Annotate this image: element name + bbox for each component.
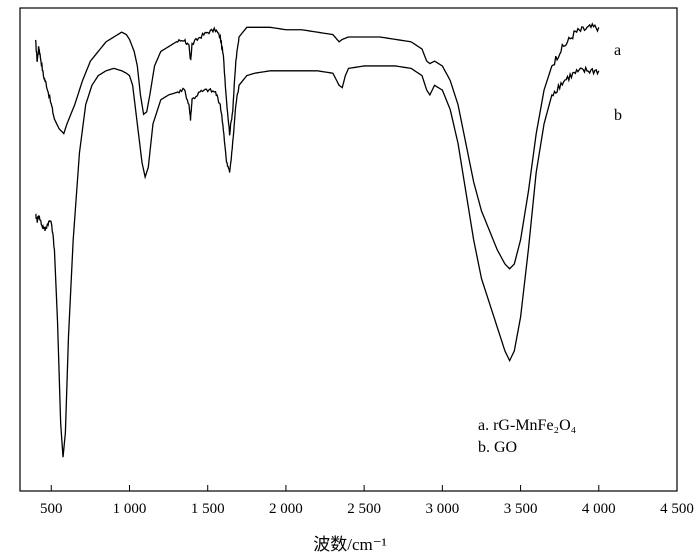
x-tick-label-5: 3 000 [425, 501, 459, 517]
x-tick-label-2: 1 500 [191, 501, 225, 517]
series-b-line [35, 65, 600, 458]
x-tick-label-8: 4 500 [660, 501, 694, 517]
series-a-line [34, 22, 600, 270]
x-tick-label-1: 1 000 [113, 501, 147, 517]
plot-frame [19, 7, 678, 492]
x-tick-label-7: 4 000 [582, 501, 616, 517]
x-axis-tick-labels: 500 1 000 1 500 2 000 2 500 3 000 3 500 4 000 4 … [40, 501, 694, 517]
legend-entry-a: a. rG-MnFe₂O₄ [478, 417, 577, 434]
x-axis-title: 波数/cm⁻¹ [313, 535, 387, 554]
legend-entry-b: b. GO [478, 439, 517, 456]
x-tick-label-0: 500 [40, 501, 63, 517]
x-tick-label-3: 2 000 [269, 501, 303, 517]
series-a-label: a [614, 42, 621, 59]
x-tick-label-6: 3 500 [504, 501, 538, 517]
x-axis-ticks [50, 485, 678, 491]
series-b-label: b [614, 107, 622, 124]
x-tick-label-4: 2 500 [347, 501, 381, 517]
